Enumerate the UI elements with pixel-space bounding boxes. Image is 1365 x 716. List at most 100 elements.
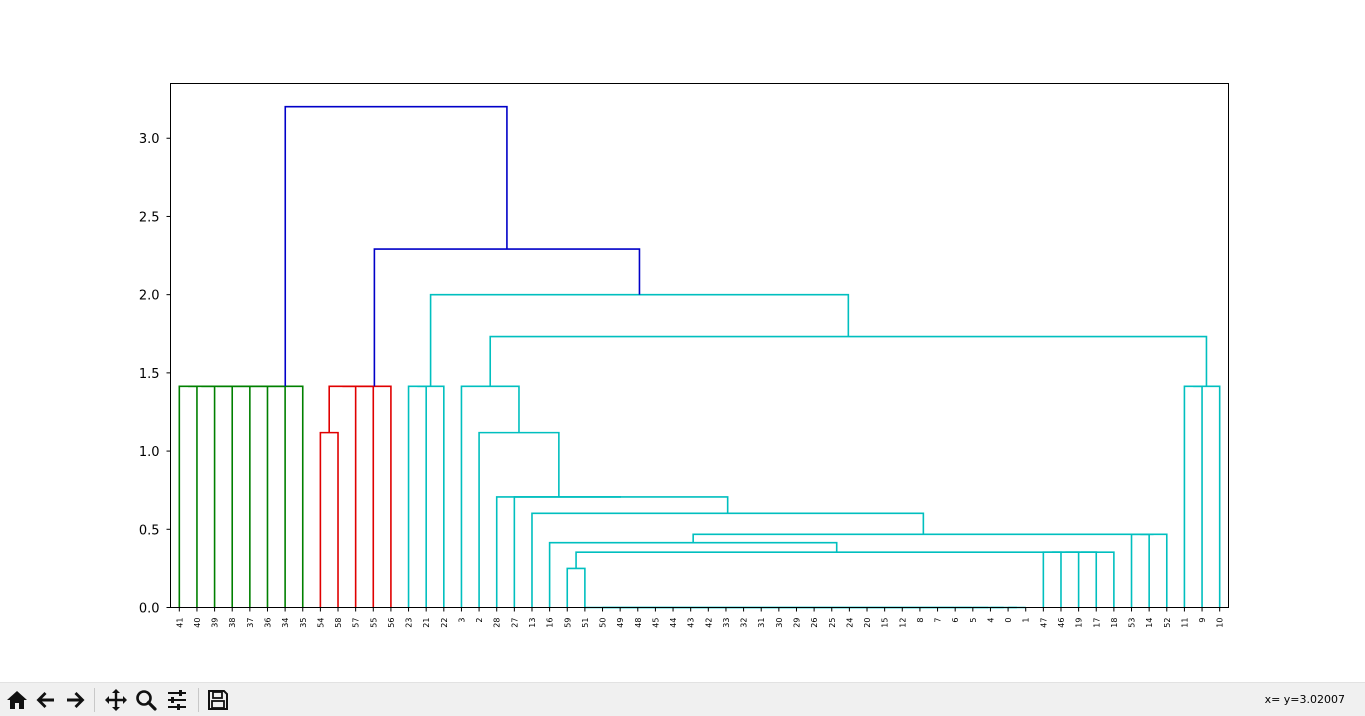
y-tick-label: 0.5 — [139, 523, 160, 538]
dendrogram-link — [188, 385, 216, 608]
leaf-label: 7 — [934, 618, 943, 623]
leaf-label: 53 — [1128, 618, 1137, 628]
leaf-label: 45 — [651, 618, 660, 628]
dendrogram-link — [1042, 551, 1062, 608]
dendrogram-link — [566, 567, 586, 608]
leaf-label: 44 — [669, 618, 678, 628]
dendrogram-link — [1183, 385, 1203, 608]
leaf-label: 51 — [581, 618, 590, 628]
dendrogram-link — [429, 293, 850, 387]
leaf-label: 57 — [352, 618, 361, 628]
dendrogram-link — [531, 512, 925, 608]
leaf-label: 39 — [211, 618, 220, 628]
back-button[interactable] — [31, 685, 60, 714]
leaf-label: 42 — [704, 618, 713, 628]
leaf-label: 8 — [916, 618, 925, 623]
dendrogram-link — [1065, 551, 1098, 608]
dendrogram-link — [178, 385, 198, 608]
leaf-label: 12 — [898, 618, 907, 628]
leaf-label: 54 — [316, 618, 325, 628]
leaf-label: 2 — [475, 618, 484, 623]
arrow-left-icon — [36, 691, 54, 708]
leaf-label: 40 — [193, 618, 202, 628]
dendrogram-link — [267, 385, 304, 608]
dendrogram-link — [495, 496, 622, 608]
leaf-label: 31 — [757, 618, 766, 628]
y-tick-label: 0.0 — [139, 602, 160, 617]
leaf-label: 17 — [1092, 618, 1101, 628]
floppy-disk-icon — [207, 689, 228, 710]
pan-button[interactable] — [101, 685, 130, 714]
dendrogram-link — [373, 248, 641, 387]
leaf-label: 15 — [881, 618, 890, 628]
leaf-label: 34 — [281, 618, 290, 628]
configure-subplots-button[interactable] — [162, 685, 191, 714]
move-icon — [104, 688, 127, 711]
y-axis: 0.0 0.5 1.0 1.5 2.0 2.5 3.0 — [139, 132, 171, 617]
dendrogram-link — [216, 385, 251, 608]
y-tick-label: 1.5 — [139, 367, 160, 382]
leaf-label: 38 — [228, 618, 237, 628]
dendrogram-link — [489, 335, 1208, 387]
save-button[interactable] — [203, 685, 232, 714]
leaf-label: 23 — [405, 618, 414, 628]
dendrogram-link — [1140, 533, 1168, 608]
arrow-right-icon — [66, 691, 84, 708]
dendrogram-link — [357, 385, 392, 608]
leaf-label: 33 — [722, 618, 731, 628]
dendrogram-link — [575, 551, 1098, 569]
toolbar-separator — [198, 688, 199, 712]
magnifier-icon — [135, 689, 157, 711]
leaf-label: 43 — [687, 618, 696, 628]
sliders-icon — [167, 689, 186, 710]
dendrogram-link — [328, 385, 357, 608]
leaf-label: 5 — [969, 618, 978, 623]
y-tick-label: 3.0 — [139, 132, 160, 147]
leaf-label: 22 — [440, 618, 449, 628]
leaf-label: 37 — [246, 618, 255, 628]
leaf-label: 56 — [387, 618, 396, 628]
leaf-label: 49 — [616, 618, 625, 628]
navigation-toolbar: x= y=3.02007 — [0, 682, 1365, 716]
forward-button[interactable] — [60, 685, 89, 714]
leaf-label: 3 — [457, 618, 466, 623]
x-axis: 41 40 39 38 37 36 34 35 54 58 57 55 56 23 21 22 3 2 28 27 13… — [175, 607, 1225, 628]
home-button[interactable] — [2, 685, 31, 714]
cursor-coordinates: x= y=3.02007 — [1264, 693, 1345, 706]
dendrogram-link — [478, 431, 560, 608]
leaf-label: 25 — [828, 618, 837, 628]
dendrogram-link — [460, 385, 520, 608]
leaf-label: 41 — [175, 618, 184, 628]
dendrogram-link — [342, 385, 375, 608]
y-tick-label: 2.5 — [139, 210, 160, 225]
dendrogram-link — [1130, 533, 1150, 608]
leaf-label: 30 — [775, 618, 784, 628]
leaf-label: 55 — [369, 618, 378, 628]
leaf-label: 1 — [1022, 618, 1031, 623]
leaf-label: 36 — [263, 618, 272, 628]
dendrogram-links — [178, 105, 1221, 609]
leaf-label: 32 — [740, 618, 749, 628]
leaf-label: 28 — [493, 618, 502, 628]
leaf-label: 58 — [334, 618, 343, 628]
dendrogram-link — [1193, 385, 1221, 608]
leaf-label: 9 — [1198, 618, 1207, 623]
leaf-label: 18 — [1110, 618, 1119, 628]
leaf-label: 47 — [1039, 618, 1048, 628]
dendrogram-link — [1080, 551, 1115, 608]
leaf-label: 59 — [563, 618, 572, 628]
dendrogram-link — [1052, 551, 1080, 608]
leaf-label: 21 — [422, 618, 431, 628]
leaf-label: 16 — [546, 618, 555, 628]
home-icon — [6, 690, 27, 709]
leaf-label: 29 — [792, 618, 801, 628]
zoom-button[interactable] — [131, 685, 160, 714]
dendrogram-link — [201, 385, 234, 608]
leaf-label: 52 — [1163, 618, 1172, 628]
dendrogram-figure: 0.00.51.01.52.02.53.0 41 40 39 38 37 36 34 35 54… — [139, 83, 1229, 628]
toolbar-separator — [94, 688, 95, 712]
leaf-label: 26 — [810, 618, 819, 628]
leaf-label: 35 — [299, 618, 308, 628]
leaf-label: 20 — [863, 618, 872, 628]
leaf-label: 0 — [1004, 618, 1013, 623]
